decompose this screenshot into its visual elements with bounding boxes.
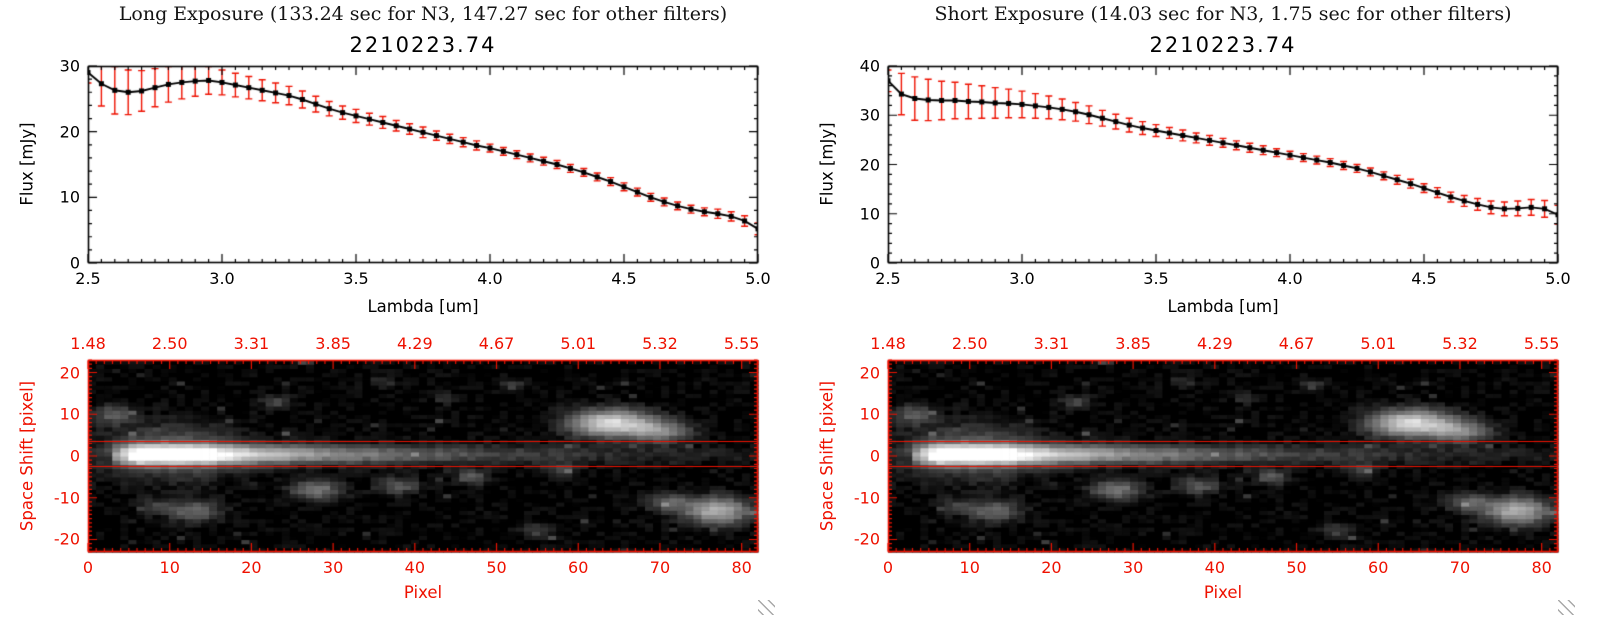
resize-grip[interactable] [1558,600,1575,615]
panel-header-long: Long Exposure (133.24 sec for N3, 147.27… [118,3,728,25]
spectrum-ylabel-short: Flux [mJy] [817,122,837,206]
spectrum-title-short: 2210223.74 [1149,33,1297,57]
resize-grip[interactable] [758,600,775,615]
plot-canvas-short [800,0,1600,630]
panel-long-exposure: Long Exposure (133.24 sec for N3, 147.27… [0,0,800,630]
panel-header-short: Short Exposure (14.03 sec for N3, 1.75 s… [934,3,1512,25]
image-xlabel-long: Pixel [403,583,443,602]
spectrum-xlabel-short: Lambda [um] [1167,297,1279,316]
panel-short-exposure: Short Exposure (14.03 sec for N3, 1.75 s… [800,0,1600,630]
spectrum-ylabel-long: Flux [mJy] [17,122,37,206]
spectrum-title-long: 2210223.74 [349,33,497,57]
spectrum-xlabel-long: Lambda [um] [367,297,479,316]
image-ylabel-short: Space Shift [pixel] [817,380,837,532]
image-ylabel-long: Space Shift [pixel] [17,380,37,532]
plot-canvas-long [0,0,800,630]
image-xlabel-short: Pixel [1203,583,1243,602]
